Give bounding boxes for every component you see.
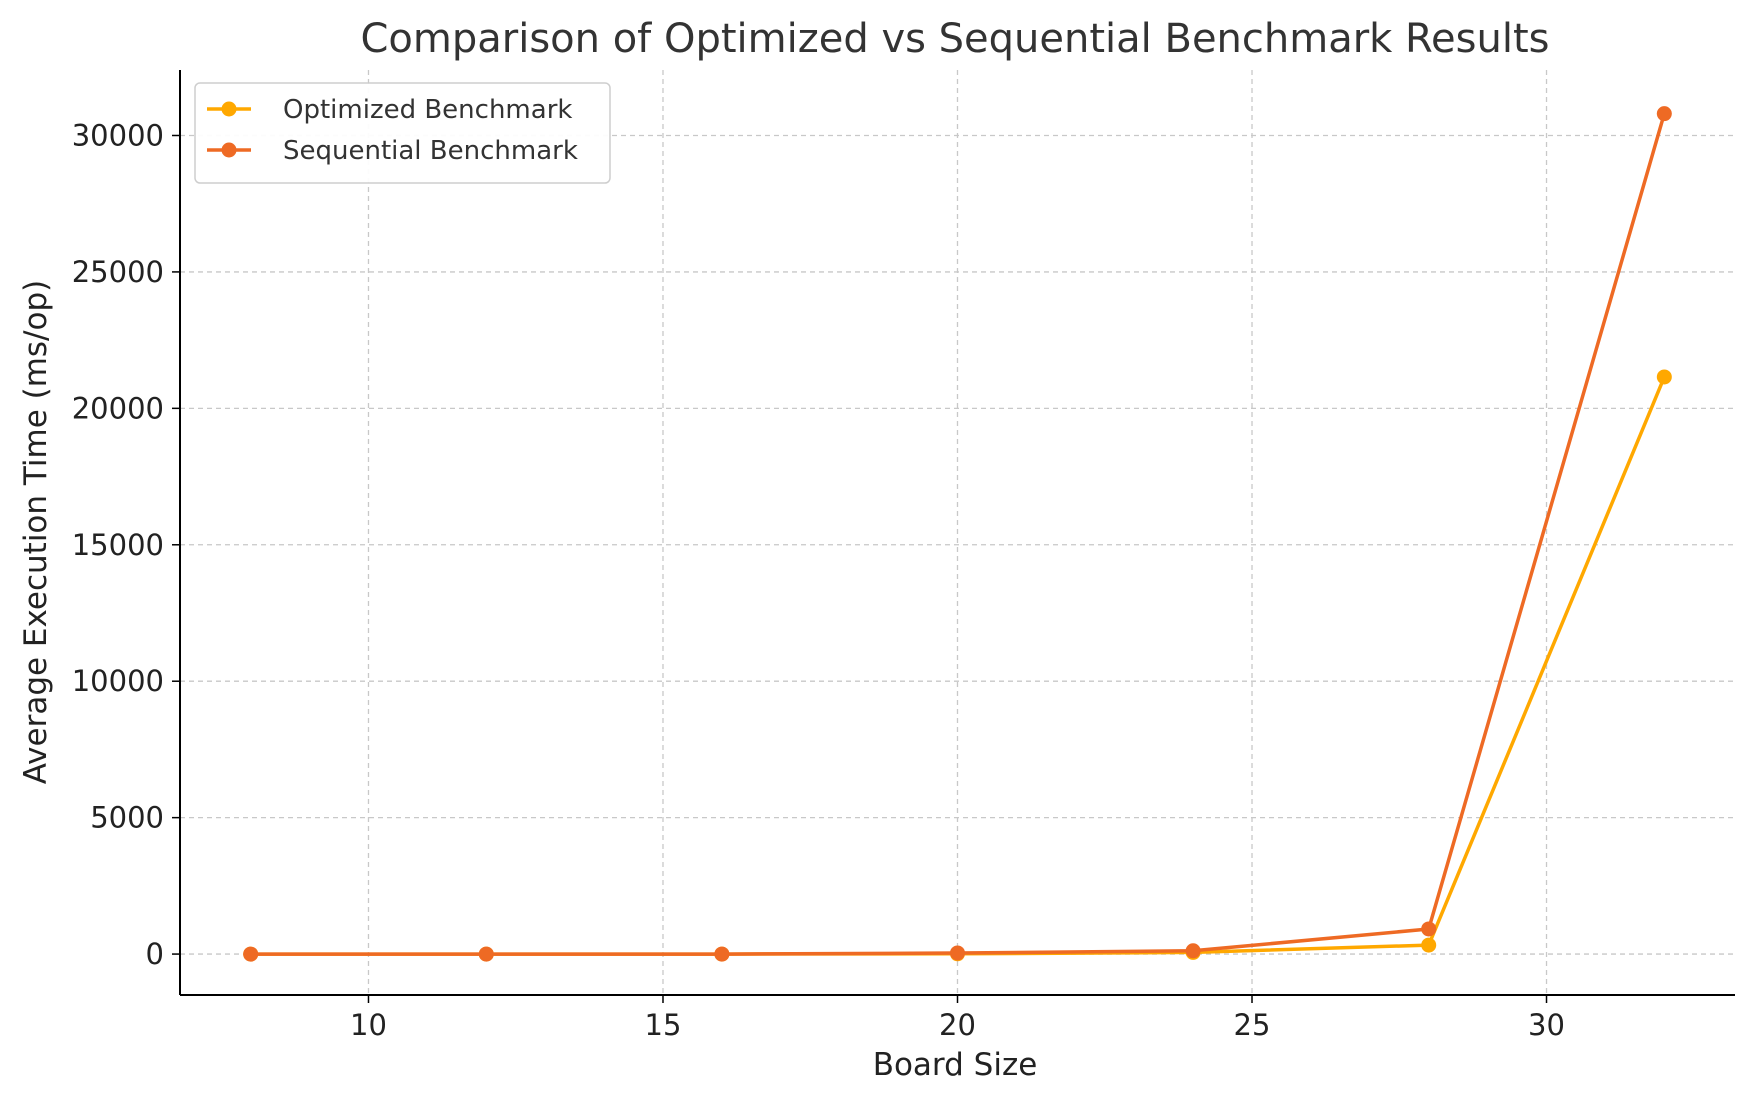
data-point xyxy=(1421,937,1437,953)
legend-box xyxy=(194,82,611,184)
series-2 xyxy=(243,106,1672,962)
grid xyxy=(180,70,1735,995)
data-point xyxy=(1656,369,1672,385)
legend-marker xyxy=(221,101,237,117)
y-axis-label: Average Execution Time (ms/op) xyxy=(18,280,54,784)
x-axis-label: Board Size xyxy=(873,1047,1038,1083)
y-tick-label: 15000 xyxy=(72,528,164,562)
data-point xyxy=(950,945,965,961)
data-point xyxy=(1185,943,1201,959)
y-tick-label: 10000 xyxy=(72,664,164,698)
y-tick-label: 20000 xyxy=(72,391,164,425)
y-tick-label: 30000 xyxy=(72,118,164,152)
y-tick-label: 25000 xyxy=(72,255,164,289)
x-tick-label: 15 xyxy=(645,1008,682,1042)
data-point xyxy=(1421,921,1437,937)
legend-label: Sequential Benchmark xyxy=(283,136,578,166)
y-tick-label: 0 xyxy=(146,937,164,971)
y-tick-label: 5000 xyxy=(90,801,164,835)
x-tick-label: 30 xyxy=(1528,1008,1565,1042)
tick-labels: 10 15 20 25 30 0 5000 10000 15000 20000 25000 30000 xyxy=(72,118,1565,1042)
legend-item: Sequential Benchmark xyxy=(207,136,578,166)
data-point xyxy=(1656,106,1672,122)
chart-title: Comparison of Optimized vs Sequential Be… xyxy=(361,16,1550,62)
legend: Optimized Benchmark Sequential Benchmark xyxy=(194,82,611,184)
data-point xyxy=(478,946,494,962)
legend-item: Optimized Benchmark xyxy=(207,95,572,125)
x-tick-label: 20 xyxy=(939,1008,976,1042)
series-group xyxy=(243,106,1672,962)
x-tick-label: 10 xyxy=(350,1008,387,1042)
data-point xyxy=(243,946,259,962)
legend-marker xyxy=(221,142,237,158)
x-tick-label: 25 xyxy=(1234,1008,1271,1042)
data-point xyxy=(714,946,730,962)
legend-label: Optimized Benchmark xyxy=(283,95,572,125)
